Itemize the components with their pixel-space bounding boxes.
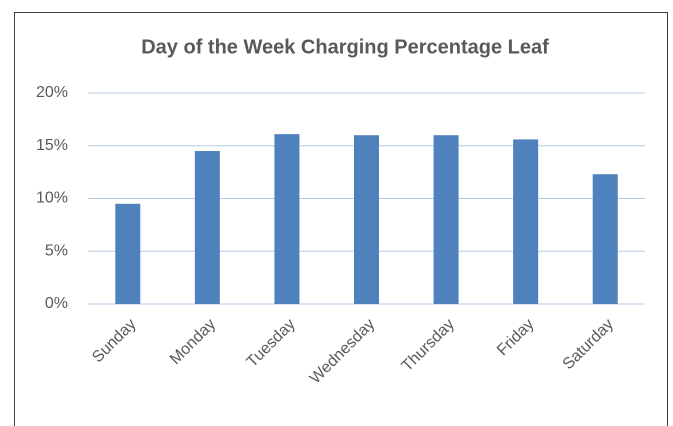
bar — [194, 151, 220, 304]
y-tick-label: 10% — [36, 190, 68, 207]
y-tick-label: 15% — [36, 137, 68, 154]
bar — [513, 139, 539, 304]
y-tick-label: 0% — [45, 295, 68, 312]
bar — [433, 135, 459, 304]
y-tick-label: 5% — [45, 242, 68, 259]
bar — [115, 203, 141, 304]
chart-title: Day of the Week Charging Percentage Leaf — [141, 36, 549, 58]
bar — [354, 135, 379, 304]
bar — [274, 134, 300, 304]
y-tick-label: 20% — [36, 84, 68, 101]
bar — [592, 174, 618, 304]
